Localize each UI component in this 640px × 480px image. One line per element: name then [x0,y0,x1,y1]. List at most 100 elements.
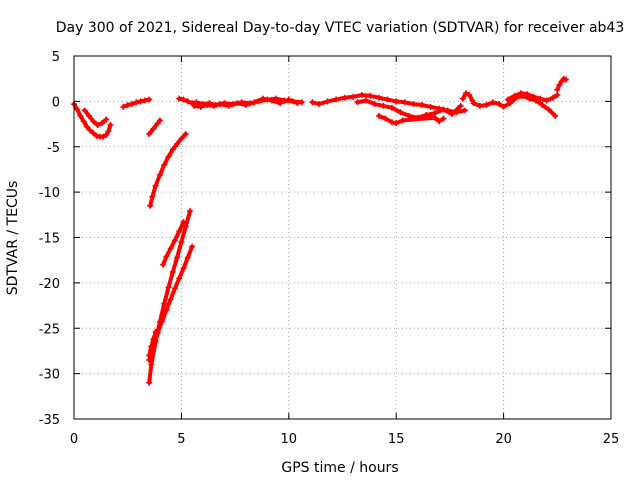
data-point [545,106,552,113]
data-point [457,102,464,109]
data-point [180,219,187,226]
data-point [399,117,406,124]
data-point [217,101,224,108]
data-point [371,101,378,108]
data-point [504,96,511,103]
data-point [74,106,81,113]
data-point [171,237,178,244]
y-tick-label: -30 [39,368,60,383]
data-point [169,268,176,275]
data-point [120,103,127,110]
series-trace [147,118,162,136]
data-point [167,296,174,303]
data-point [98,120,105,127]
data-point [418,102,425,109]
data-point [180,96,187,103]
data-point [178,239,185,246]
data-point [298,99,305,106]
data-point [163,253,170,260]
data-point [341,94,348,101]
data-point [562,76,569,83]
x-tick-label: 10 [281,432,298,447]
series-pre-gap [120,96,153,110]
data-point [174,254,181,261]
data-point [539,102,546,109]
data-point [182,131,189,138]
data-point [148,343,155,350]
data-point [163,307,170,314]
data-point [161,300,168,307]
data-point [87,127,94,134]
series-trace [147,329,158,358]
data-point [333,96,340,103]
data-point [141,97,148,104]
data-point [159,317,166,324]
data-point [234,100,241,107]
series-peak-18 [459,90,476,104]
data-point [354,99,361,106]
data-point [449,111,456,118]
data-point [537,95,544,102]
y-axis-label: SDTVAR / TECUs [5,181,21,296]
data-point [128,101,135,108]
data-point [152,328,159,335]
data-point [169,146,176,153]
data-point [552,112,559,119]
y-tick-label: 0 [52,95,60,110]
data-point [103,131,110,138]
y-tick-label: -35 [39,413,60,428]
data-point [150,336,157,343]
series-late-upper [504,90,561,104]
data-point [350,93,357,100]
data-point [152,182,159,189]
data-point [376,112,383,119]
data-point [382,115,389,122]
y-tick-label: -10 [39,186,60,201]
data-point [160,261,167,268]
data-point [496,101,503,108]
data-point [146,96,153,103]
data-point [466,92,473,99]
x-axis-label: GPS time / hours [281,460,398,476]
data-point [309,99,316,106]
data-point [146,131,153,138]
data-point [171,285,178,292]
data-point [397,109,404,116]
series-trace [460,91,475,103]
data-point [150,125,157,132]
y-tick-label: 5 [52,50,60,65]
y-tick-label: -5 [47,141,60,156]
data-point [80,118,87,125]
data-point [148,361,155,368]
y-tick-label: -25 [39,322,60,337]
data-point [376,94,383,101]
data-point [189,243,196,250]
data-point [294,100,301,107]
data-point [476,102,483,109]
data-point [554,86,561,93]
data-point [427,103,434,110]
axis-ticks: 0 5 10 15 20 25 5 0 -5 -10 -15 -20 -25 -30 -35 [39,50,620,447]
series-main-band-2 [191,95,301,110]
data-point [285,96,292,103]
data-point [431,114,438,121]
data-point [133,99,140,106]
data-point [440,115,447,122]
data-point [363,97,370,104]
data-point [146,379,153,386]
data-point [90,130,97,137]
data-point [483,102,490,109]
data-point [242,102,249,109]
data-point [105,128,112,135]
series-end-rise [554,75,569,93]
data-point [165,284,172,291]
data-point [524,91,531,98]
series-small-drop [146,117,163,138]
data-point [554,92,561,99]
data-point [388,104,395,111]
series-trace [147,244,195,362]
data-point [197,103,204,110]
data-point [393,98,400,105]
data-point [103,116,110,123]
data-point [184,254,191,261]
